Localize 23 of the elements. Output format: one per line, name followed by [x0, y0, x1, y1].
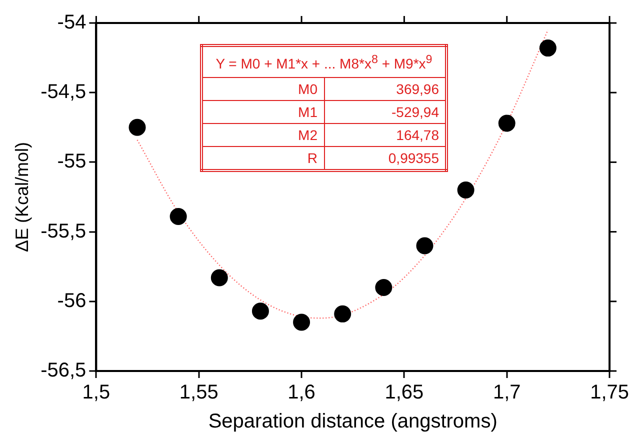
annotation: 164,78 — [324, 124, 446, 146]
y-tick-label: -56 — [57, 290, 86, 312]
y-tick-label: -55,5 — [40, 220, 86, 242]
x-tick-label: 1,6 — [288, 382, 316, 404]
annotation: M2 — [202, 124, 324, 146]
x-axis-title: Separation distance (angstroms) — [208, 410, 498, 433]
x-tick-label: 1,55 — [179, 382, 218, 404]
x-tick-label: 1,65 — [384, 382, 424, 404]
y-tick-label: -56,5 — [40, 360, 86, 382]
annotation: Y = M0 + M1*x + ... M8*x$^{8}$ + M9*x$^{9}$ — [202, 46, 446, 78]
annotation: R — [202, 146, 324, 170]
x-tick-label: 1,7 — [492, 382, 521, 404]
y-tick-label: -54 — [57, 12, 86, 34]
annotation: 369,96 — [324, 78, 446, 100]
annotation: -529,94 — [324, 100, 446, 124]
annotation: 0,99355 — [324, 146, 446, 170]
annotation: M1 — [202, 100, 324, 124]
y-axis-title: ΔE (Kcal/mol) — [12, 142, 32, 252]
y-tick-label: -54,5 — [40, 81, 86, 104]
y-tick-label: -55 — [57, 150, 86, 173]
x-tick-label: 1,75 — [590, 382, 630, 404]
annotation: M0 — [202, 78, 324, 100]
x-tick-label: 1,5 — [82, 382, 110, 404]
